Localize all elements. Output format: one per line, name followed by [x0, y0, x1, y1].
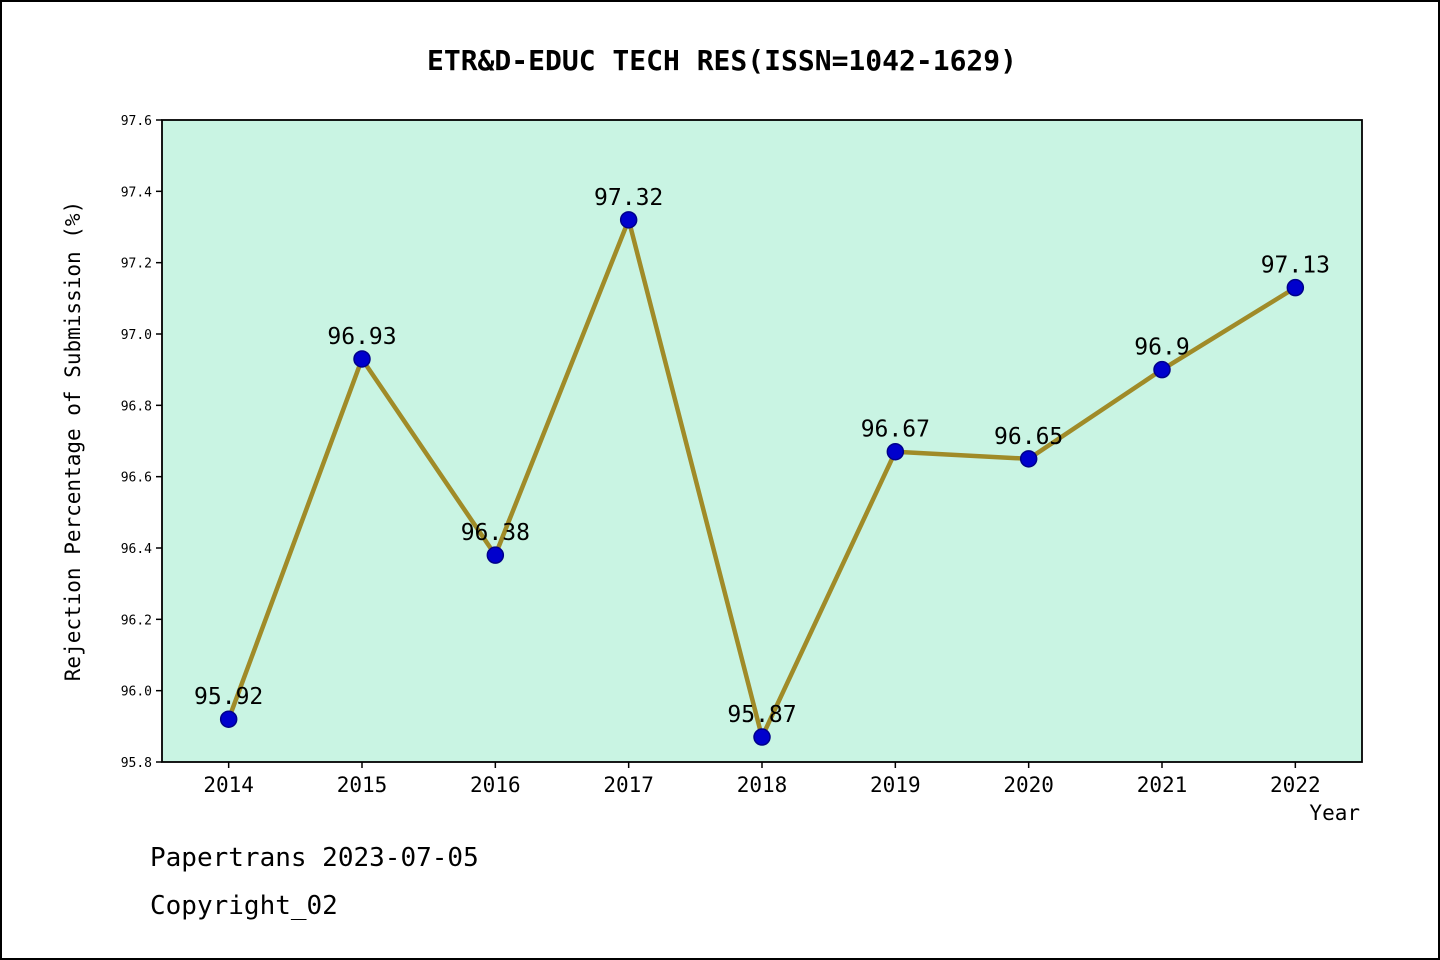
y-tick-label: 97.0 — [121, 328, 152, 343]
footer-source: Papertrans 2023-07-05 — [150, 843, 479, 873]
footer-copyright: Copyright_02 — [150, 891, 338, 921]
x-tick-label: 2014 — [203, 773, 254, 797]
chart-title: ETR&D-EDUC TECH RES(ISSN=1042-1629) — [427, 44, 1017, 77]
data-point-marker — [353, 350, 371, 368]
x-tick-label: 2021 — [1137, 773, 1188, 797]
x-tick-label: 2020 — [1003, 773, 1054, 797]
x-tick-label: 2016 — [470, 773, 521, 797]
x-tick-label: 2019 — [870, 773, 921, 797]
data-point-marker — [753, 728, 771, 746]
data-point-marker — [219, 710, 238, 728]
data-point-marker — [1153, 360, 1171, 379]
data-point-label: 96.93 — [327, 324, 396, 350]
data-point-label: 95.92 — [194, 684, 263, 710]
data-point-label: 97.32 — [594, 185, 663, 211]
data-point-label: 96.67 — [861, 417, 930, 443]
data-point-marker — [486, 546, 505, 564]
y-axis-label: Rejection Percentage of Submission (%) — [61, 201, 85, 681]
data-point-marker — [1286, 278, 1305, 297]
y-tick-label: 95.8 — [121, 756, 152, 771]
data-point-marker — [619, 211, 638, 229]
y-tick-label: 96.8 — [121, 399, 152, 414]
plot-background — [161, 119, 1363, 763]
x-tick-label: 2015 — [337, 773, 388, 797]
y-tick-label: 96.6 — [121, 471, 152, 486]
y-tick-label: 96.0 — [121, 685, 152, 700]
y-tick-label: 97.6 — [121, 114, 152, 129]
y-tick-label: 96.2 — [121, 613, 152, 628]
data-point-label: 96.38 — [461, 520, 530, 546]
data-point-marker — [886, 442, 905, 461]
x-tick-label: 2022 — [1270, 773, 1321, 797]
data-point-label: 96.9 — [1134, 335, 1189, 361]
y-tick-label: 96.4 — [121, 542, 152, 557]
data-point-label: 96.65 — [994, 424, 1063, 450]
data-point-label: 95.87 — [727, 702, 796, 728]
x-tick-label: 2018 — [737, 773, 788, 797]
x-tick-label: 2017 — [603, 773, 654, 797]
y-tick-label: 97.4 — [121, 185, 152, 200]
y-tick-label: 97.2 — [121, 257, 152, 272]
data-point-label: 97.13 — [1261, 253, 1330, 279]
x-axis-label: Year — [1309, 801, 1360, 825]
data-point-marker — [1019, 450, 1038, 468]
plot-area: 95.8 96.0 96.2 96.4 96.6 96.8 97.0 97.2 97.4 97.6… — [121, 114, 1363, 797]
